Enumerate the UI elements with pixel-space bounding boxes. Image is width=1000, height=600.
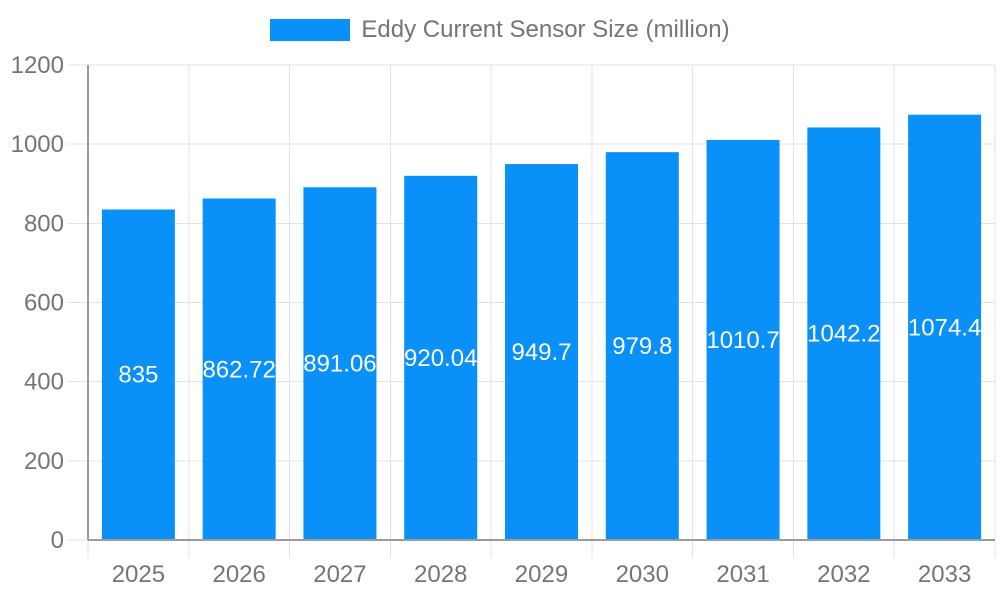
bar-value-label: 862.72 xyxy=(202,356,275,383)
legend: Eddy Current Sensor Size (million) xyxy=(0,16,1000,44)
legend-swatch-icon xyxy=(270,19,351,41)
bar-2032[interactable] xyxy=(807,127,881,541)
x-tick-label: 2027 xyxy=(313,561,366,588)
bar-value-label: 949.7 xyxy=(511,339,571,366)
x-tick-label: 2026 xyxy=(212,561,265,588)
bar-2033[interactable] xyxy=(908,114,982,540)
y-tick-label: 0 xyxy=(51,527,64,554)
legend-label: Eddy Current Sensor Size (million) xyxy=(361,16,730,43)
bar-value-label: 835 xyxy=(118,362,158,389)
x-tick-label: 2031 xyxy=(716,561,769,588)
bar-value-label: 1042.2 xyxy=(807,321,880,348)
y-tick-label: 200 xyxy=(24,448,64,475)
bar-value-label: 1074.4 xyxy=(908,314,981,341)
x-tick-label: 2030 xyxy=(616,561,669,588)
x-tick-label: 2025 xyxy=(112,561,165,588)
y-tick-label: 600 xyxy=(24,290,64,317)
bar-2030[interactable] xyxy=(605,152,679,540)
x-tick-label: 2033 xyxy=(918,561,971,588)
bar-value-label: 920.04 xyxy=(404,345,477,372)
legend-item[interactable]: Eddy Current Sensor Size (million) xyxy=(270,16,730,44)
bar-value-label: 1010.7 xyxy=(706,327,779,354)
bar-2029[interactable] xyxy=(505,164,578,540)
bar-value-label: 979.8 xyxy=(612,333,672,360)
bar-2026[interactable] xyxy=(202,198,276,541)
bar-2027[interactable] xyxy=(303,187,377,540)
bar-2031[interactable] xyxy=(706,139,780,540)
x-tick-label: 2028 xyxy=(414,561,467,588)
y-tick-label: 400 xyxy=(24,369,64,396)
y-tick-label: 800 xyxy=(24,210,64,237)
bar-2025[interactable] xyxy=(101,209,175,540)
bar-2028[interactable] xyxy=(404,175,478,540)
y-tick-label: 1200 xyxy=(11,52,64,79)
y-tick-label: 1000 xyxy=(11,131,64,158)
x-tick-label: 2032 xyxy=(817,561,870,588)
bar-value-label: 891.06 xyxy=(303,351,376,378)
x-tick-label: 2029 xyxy=(515,561,568,588)
